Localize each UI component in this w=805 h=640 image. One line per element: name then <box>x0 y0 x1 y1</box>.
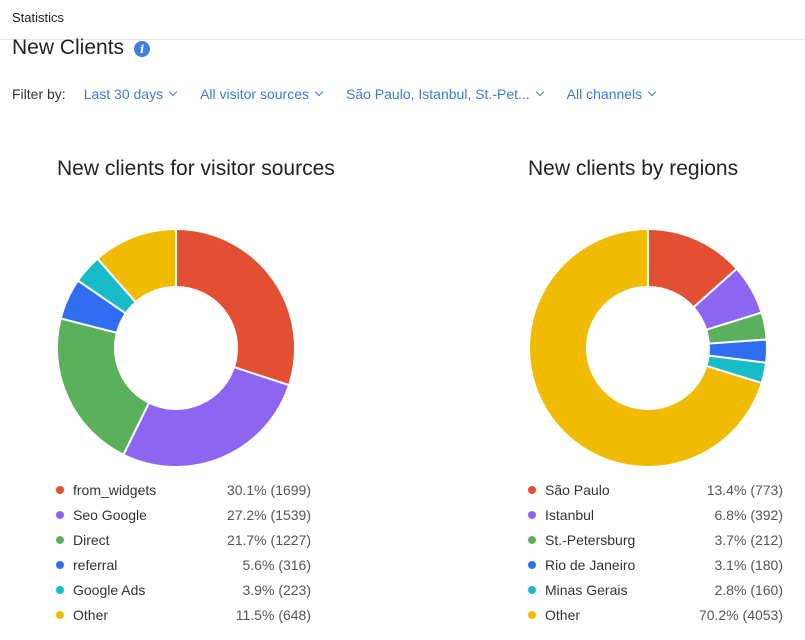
sources-donut-chart <box>56 228 296 468</box>
legend-label: Direct <box>73 531 110 548</box>
legend-color-dot <box>56 610 64 619</box>
legend-percent: 11.5% <box>235 606 275 623</box>
legend-color-dot <box>528 585 536 594</box>
legend-item-st-petersburg[interactable]: St.-Petersburg 3.7% (212) <box>528 527 783 552</box>
legend-color-dot <box>528 610 536 619</box>
legend-percent: 3.9% <box>242 581 275 598</box>
region-filter-label: São Paulo, Istanbul, St.-Pet... <box>346 86 530 102</box>
legend-value: (4053) <box>742 606 783 623</box>
source-filter-label: All visitor sources <box>200 86 309 102</box>
legend-item-istanbul[interactable]: Istanbul 6.8% (392) <box>528 502 783 527</box>
legend-color-dot <box>56 560 64 569</box>
legend-value: (316) <box>278 556 311 573</box>
legend-percent: 2.8% <box>714 581 747 598</box>
legend-percent: 3.7% <box>714 531 747 548</box>
info-icon[interactable]: i <box>134 41 151 57</box>
legend-percent: 6.8% <box>714 506 747 523</box>
legend-item-sao-paulo[interactable]: São Paulo 13.4% (773) <box>528 477 783 502</box>
legend-label: Istanbul <box>545 506 595 523</box>
legend-label: Minas Gerais <box>545 581 628 598</box>
legend-percent: 70.2% <box>698 606 739 623</box>
legend-label: Seo Google <box>73 506 147 523</box>
legend-label: referral <box>73 556 118 573</box>
legend-value: (1539) <box>270 506 311 523</box>
legend-color-dot <box>528 560 536 569</box>
chevron-down-icon <box>314 87 324 97</box>
sources-chart-panel: New clients for visitor sources <box>57 156 357 182</box>
legend-color-dot <box>528 510 536 519</box>
legend-item-google-ads[interactable]: Google Ads 3.9% (223) <box>56 577 311 602</box>
title-row: New Clients i <box>12 36 151 60</box>
legend-label: Other <box>73 606 109 623</box>
legend-item-from-widgets[interactable]: from_widgets 30.1% (1699) <box>56 477 311 502</box>
page-title: New Clients <box>12 36 125 59</box>
legend-value: (1699) <box>270 481 311 498</box>
legend-value: (1227) <box>270 531 311 548</box>
legend-color-dot <box>528 485 536 494</box>
chevron-down-icon <box>535 87 544 97</box>
legend-item-other[interactable]: Other 70.2% (4053) <box>528 602 783 627</box>
legend-label: São Paulo <box>545 481 610 498</box>
legend-value: (212) <box>750 531 783 548</box>
legend-label: from_widgets <box>73 481 157 498</box>
legend-value: (160) <box>750 581 783 598</box>
legend-label: Google Ads <box>73 581 146 598</box>
legend-item-other[interactable]: Other 11.5% (648) <box>56 602 311 627</box>
legend-label: Rio de Janeiro <box>545 556 636 573</box>
legend-percent: 30.1% <box>226 481 267 498</box>
period-filter-dropdown[interactable]: Last 30 days <box>83 86 178 102</box>
legend-percent: 13.4% <box>706 481 747 498</box>
regions-legend: São Paulo 13.4% (773) Istanbul 6.8% (392) St… <box>528 477 783 627</box>
legend-value: (773) <box>750 481 783 498</box>
channel-filter-label: All channels <box>566 86 643 102</box>
legend-value: (180) <box>750 556 783 573</box>
legend-label: St.-Petersburg <box>545 531 636 548</box>
chevron-down-icon <box>647 87 657 97</box>
legend-item-rio-de-janeiro[interactable]: Rio de Janeiro 3.1% (180) <box>528 552 783 577</box>
legend-percent: 21.7% <box>226 531 267 548</box>
legend-percent: 5.6% <box>242 556 275 573</box>
legend-color-dot <box>56 510 64 519</box>
chevron-down-icon <box>168 87 178 97</box>
legend-item-direct[interactable]: Direct 21.7% (1227) <box>56 527 311 552</box>
filter-bar: Filter by: Last 30 days All visitor sour… <box>12 86 679 102</box>
legend-label: Other <box>545 606 581 623</box>
source-filter-dropdown[interactable]: All visitor sources <box>200 86 324 102</box>
legend-color-dot <box>528 535 536 544</box>
legend-color-dot <box>56 585 64 594</box>
filter-label: Filter by: <box>12 86 66 102</box>
legend-percent: 3.1% <box>714 556 747 573</box>
legend-value: (392) <box>750 506 783 523</box>
slice-direct[interactable] <box>56 317 151 457</box>
breadcrumb[interactable]: Statistics <box>12 10 65 25</box>
legend-color-dot <box>56 535 64 544</box>
slice-seo-google[interactable] <box>122 365 291 468</box>
legend-color-dot <box>56 485 64 494</box>
sources-legend: from_widgets 30.1% (1699) Seo Google 27.2% … <box>56 477 311 627</box>
legend-item-minas-gerais[interactable]: Minas Gerais 2.8% (160) <box>528 577 783 602</box>
slice-other[interactable] <box>528 228 763 468</box>
period-filter-label: Last 30 days <box>83 86 164 102</box>
legend-item-referral[interactable]: referral 5.6% (316) <box>56 552 311 577</box>
legend-value: (648) <box>278 606 311 623</box>
regions-chart-title: New clients by regions <box>528 157 739 180</box>
slice-other[interactable] <box>96 228 177 304</box>
regions-donut-chart <box>528 228 768 468</box>
slice-from-widgets[interactable] <box>175 228 296 387</box>
legend-value: (223) <box>278 581 311 598</box>
legend-percent: 27.2% <box>226 506 267 523</box>
sources-chart-title: New clients for visitor sources <box>57 157 335 180</box>
top-bar: Statistics <box>0 0 805 40</box>
region-filter-dropdown[interactable]: São Paulo, Istanbul, St.-Pet... <box>346 86 544 102</box>
channel-filter-dropdown[interactable]: All channels <box>566 86 657 102</box>
regions-chart-panel: New clients by regions <box>528 156 805 182</box>
legend-item-seo-google[interactable]: Seo Google 27.2% (1539) <box>56 502 311 527</box>
